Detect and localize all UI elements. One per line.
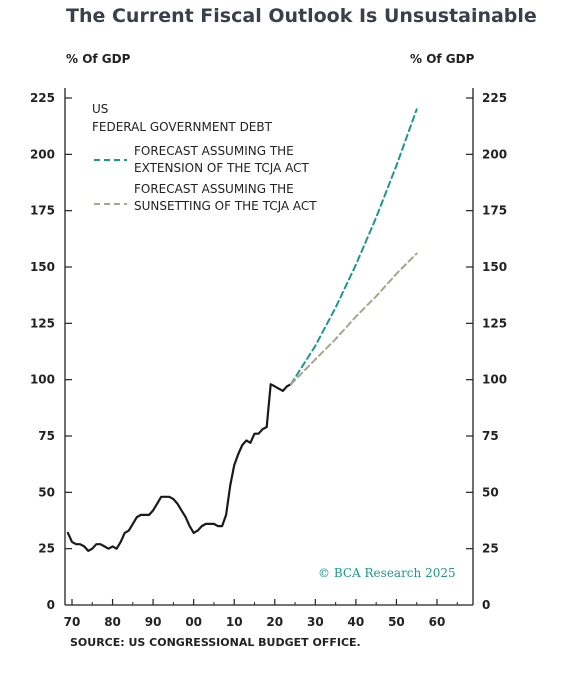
y-tick-label-left: 100: [30, 373, 55, 387]
y-tick-label-left: 75: [38, 429, 55, 443]
legend: US FEDERAL GOVERNMENT DEBT FORECAST ASSU…: [92, 102, 317, 213]
y-tick-label-right: 100: [482, 373, 507, 387]
y-tick-label-right: 75: [482, 429, 499, 443]
series-actual-debt: [66, 383, 293, 553]
series-forecast-extension: [290, 108, 418, 386]
y-axis-label-left: % Of GDP: [66, 52, 131, 66]
y-tick-label-left: 50: [38, 485, 55, 499]
left-axis-ticks: 0 25 50 75 100 125 150 175 200 225: [30, 91, 72, 612]
y-tick-label-right: 175: [482, 204, 507, 218]
source-note: SOURCE: US CONGRESSIONAL BUDGET OFFICE.: [70, 636, 361, 649]
x-tick-label: 30: [307, 615, 324, 629]
x-tick-label: 80: [104, 615, 121, 629]
y-tick-label-left: 25: [38, 542, 55, 556]
y-tick-label-left: 175: [30, 204, 55, 218]
y-tick-label-right: 0: [482, 598, 490, 612]
y-tick-label-left: 150: [30, 260, 55, 274]
right-axis-ticks: 0 25 50 75 100 125 150 175 200 225: [466, 91, 507, 612]
series-layer: [66, 108, 418, 553]
x-tick-label: 70: [64, 615, 81, 629]
y-tick-label-left: 0: [47, 598, 55, 612]
y-tick-label-right: 125: [482, 316, 507, 330]
x-tick-label: 60: [429, 615, 446, 629]
x-tick-label: 20: [266, 615, 283, 629]
y-tick-label-right: 25: [482, 542, 499, 556]
series-forecast-sunsetting: [290, 252, 418, 386]
legend-label-extension: FORECAST ASSUMING THE EXTENSION OF THE TC…: [134, 144, 310, 175]
y-axis-label-right: % Of GDP: [410, 52, 475, 66]
legend-group-title-2: FEDERAL GOVERNMENT DEBT: [92, 120, 273, 134]
credit-text: © BCA Research 2025: [318, 566, 456, 580]
x-axis-ticks: 70 80 90 00 10 20 30 40 50 60: [64, 599, 458, 629]
y-tick-label-left: 200: [30, 147, 55, 161]
y-tick-label-right: 50: [482, 485, 499, 499]
y-tick-label-left: 225: [30, 91, 55, 105]
chart-title: The Current Fiscal Outlook Is Unsustaina…: [66, 5, 537, 27]
legend-group-title-1: US: [92, 102, 108, 116]
x-tick-label: 90: [145, 615, 162, 629]
y-tick-label-right: 225: [482, 91, 507, 105]
x-tick-label: 50: [388, 615, 405, 629]
legend-label-sunsetting: FORECAST ASSUMING THE SUNSETTING OF THE T…: [134, 182, 317, 213]
x-tick-label: 10: [226, 615, 243, 629]
x-tick-label: 40: [348, 615, 365, 629]
y-tick-label-right: 200: [482, 147, 507, 161]
y-tick-label-right: 150: [482, 260, 507, 274]
y-tick-label-left: 125: [30, 316, 55, 330]
x-tick-label: 00: [185, 615, 202, 629]
